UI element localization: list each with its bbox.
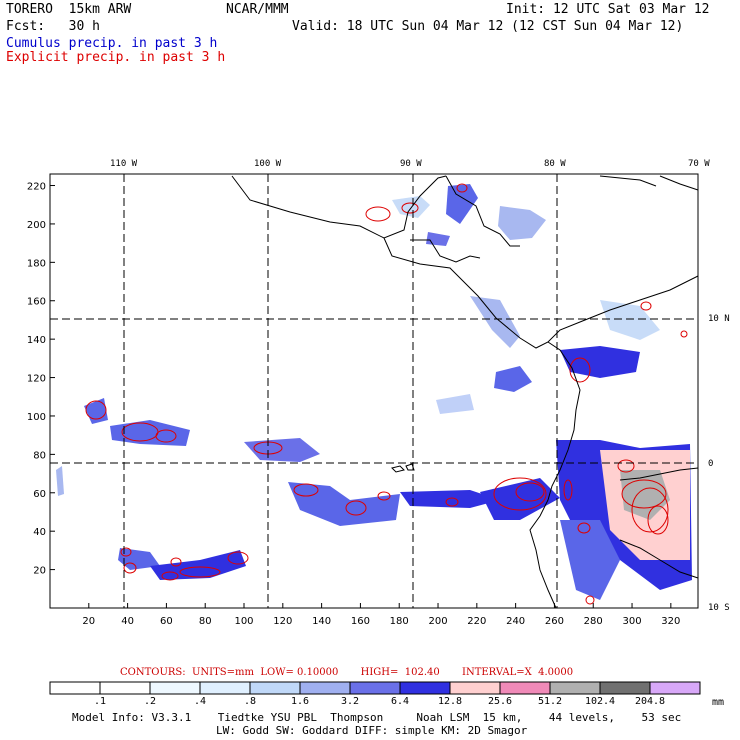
contours-info: CONTOURS: UNITS=mm LOW= 0.10000 HIGH= 10…: [120, 667, 574, 678]
colorbar-label: .4: [193, 696, 207, 707]
explicit-precip-contours: [85, 183, 688, 605]
y-tick-label: 60: [33, 489, 46, 500]
y-tick-label: 160: [27, 297, 46, 308]
colorbar-label: 25.6: [487, 696, 513, 707]
legend-cumulus: Cumulus precip. in past 3 h: [6, 36, 218, 51]
y-tick-label: 100: [27, 412, 46, 423]
x-tick-label: 160: [351, 616, 370, 627]
colorbar: [49, 681, 701, 695]
y-tick-label: 40: [33, 527, 46, 538]
x-tick-label: 180: [390, 616, 409, 627]
colorbar-unit: mm: [712, 697, 725, 708]
colorbar-swatch: [649, 681, 701, 695]
lon-label-90w: 90 W: [400, 159, 422, 169]
y-tick-label: 220: [27, 182, 46, 193]
x-tick-label: 280: [584, 616, 603, 627]
model-info-line2: LW: Godd SW: Goddard DIFF: simple KM: 2D…: [216, 724, 528, 737]
colorbar-label: .2: [143, 696, 157, 707]
colorbar-swatch: [199, 681, 251, 695]
lon-label-80w: 80 W: [544, 159, 566, 169]
coastlines: [231, 175, 699, 609]
organization-label: NCAR/MMM: [226, 2, 289, 17]
y-tick-label: 200: [27, 220, 46, 231]
lat-label-0: 0: [708, 459, 714, 469]
colorbar-label: 102.4: [584, 696, 616, 707]
colorbar-swatch: [499, 681, 551, 695]
colorbar-swatch: [99, 681, 151, 695]
x-tick-label: 100: [234, 616, 253, 627]
cumulus-precip-areas: [56, 184, 692, 600]
x-tick-label: 240: [506, 616, 525, 627]
colorbar-label: .1: [93, 696, 107, 707]
lon-label-110w: 110 W: [110, 159, 138, 169]
x-tick-label: 120: [273, 616, 292, 627]
x-tick-label: 300: [622, 616, 641, 627]
lon-label-100w: 100 W: [254, 159, 282, 169]
y-tick-label: 120: [27, 374, 46, 385]
colorbar-swatch: [149, 681, 201, 695]
init-time: Init: 12 UTC Sat 03 Mar 12: [506, 2, 710, 17]
y-tick-label: 80: [33, 450, 46, 461]
map-frame: [49, 173, 699, 609]
colorbar-swatch: [449, 681, 501, 695]
x-tick-label: 200: [428, 616, 447, 627]
model-info-line1: Model Info: V3.3.1 Tiedtke YSU PBL Thomp…: [72, 711, 682, 724]
model-title: TORERO 15km ARW: [6, 2, 132, 17]
lat-label-10s: 10 S: [708, 603, 730, 613]
colorbar-swatch: [349, 681, 401, 695]
x-tick-label: 60: [160, 616, 173, 627]
lat-lon-gridlines: [50, 174, 698, 608]
colorbar-swatch: [49, 681, 101, 695]
colorbar-label: 3.2: [340, 696, 360, 707]
colorbar-label: .8: [243, 696, 257, 707]
axis-tick-labels: 20 40 60 80 100 120 140 160 180 200 220 240 260 280 30…: [27, 182, 680, 627]
lat-label-10n: 10 N: [708, 314, 730, 324]
colorbar-swatch: [599, 681, 651, 695]
colorbar-label: 6.4: [390, 696, 410, 707]
axis-ticks: [50, 185, 672, 608]
colorbar-swatch: [299, 681, 351, 695]
colorbar-label: 204.8: [634, 696, 666, 707]
colorbar-label: 51.2: [537, 696, 563, 707]
lon-label-70w: 70 W: [688, 159, 710, 169]
y-tick-label: 180: [27, 258, 46, 269]
valid-time: Valid: 18 UTC Sun 04 Mar 12 (12 CST Sun …: [292, 19, 684, 34]
forecast-hour: Fcst: 30 h: [6, 19, 100, 34]
colorbar-swatch: [549, 681, 601, 695]
y-tick-label: 20: [33, 566, 46, 577]
y-tick-label: 140: [27, 335, 46, 346]
colorbar-swatch: [399, 681, 451, 695]
x-tick-label: 320: [661, 616, 680, 627]
x-tick-label: 80: [199, 616, 212, 627]
x-tick-label: 140: [312, 616, 331, 627]
colorbar-label: 12.8: [437, 696, 463, 707]
colorbar-label: 1.6: [290, 696, 310, 707]
x-tick-label: 20: [82, 616, 95, 627]
colorbar-swatch: [249, 681, 301, 695]
x-tick-label: 40: [121, 616, 134, 627]
x-tick-label: 260: [545, 616, 564, 627]
x-tick-label: 220: [467, 616, 486, 627]
legend-explicit: Explicit precip. in past 3 h: [6, 50, 226, 65]
